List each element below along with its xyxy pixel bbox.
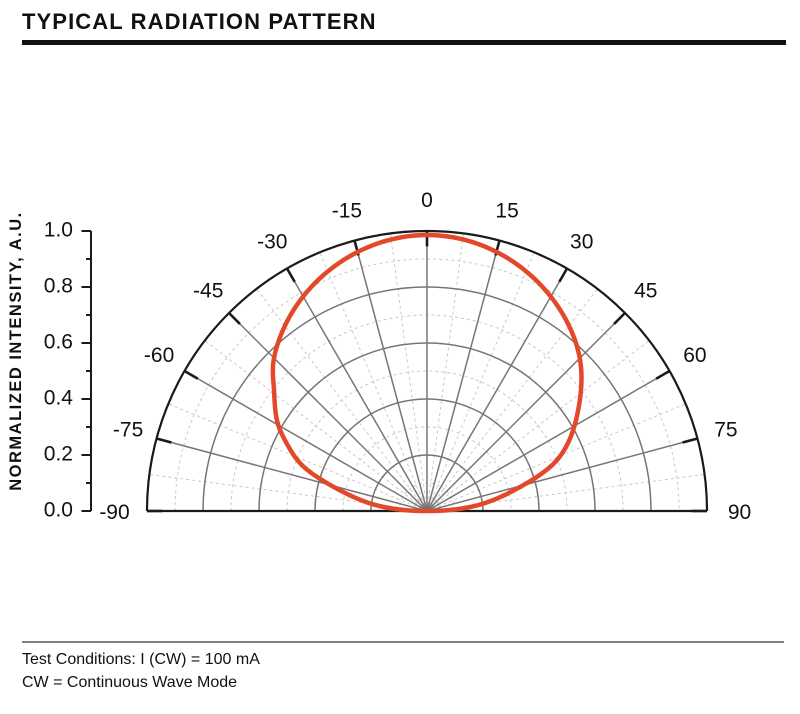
svg-text:-75: -75	[113, 418, 143, 441]
svg-text:-30: -30	[257, 231, 287, 254]
svg-text:0.2: 0.2	[44, 443, 73, 466]
svg-text:0.0: 0.0	[44, 499, 73, 522]
svg-text:1.0: 1.0	[44, 219, 73, 242]
svg-text:0: 0	[421, 189, 433, 212]
svg-text:60: 60	[683, 344, 706, 367]
svg-text:-15: -15	[332, 200, 362, 223]
svg-text:-45: -45	[193, 280, 223, 303]
svg-text:45: 45	[634, 280, 657, 303]
svg-text:0.4: 0.4	[44, 387, 74, 410]
svg-text:-90: -90	[99, 501, 129, 524]
svg-text:30: 30	[570, 231, 593, 254]
svg-text:0.8: 0.8	[44, 275, 73, 298]
svg-text:-60: -60	[144, 344, 174, 367]
svg-text:75: 75	[714, 418, 737, 441]
svg-text:90: 90	[728, 501, 751, 524]
svg-text:0.6: 0.6	[44, 331, 73, 354]
svg-text:15: 15	[495, 200, 518, 223]
